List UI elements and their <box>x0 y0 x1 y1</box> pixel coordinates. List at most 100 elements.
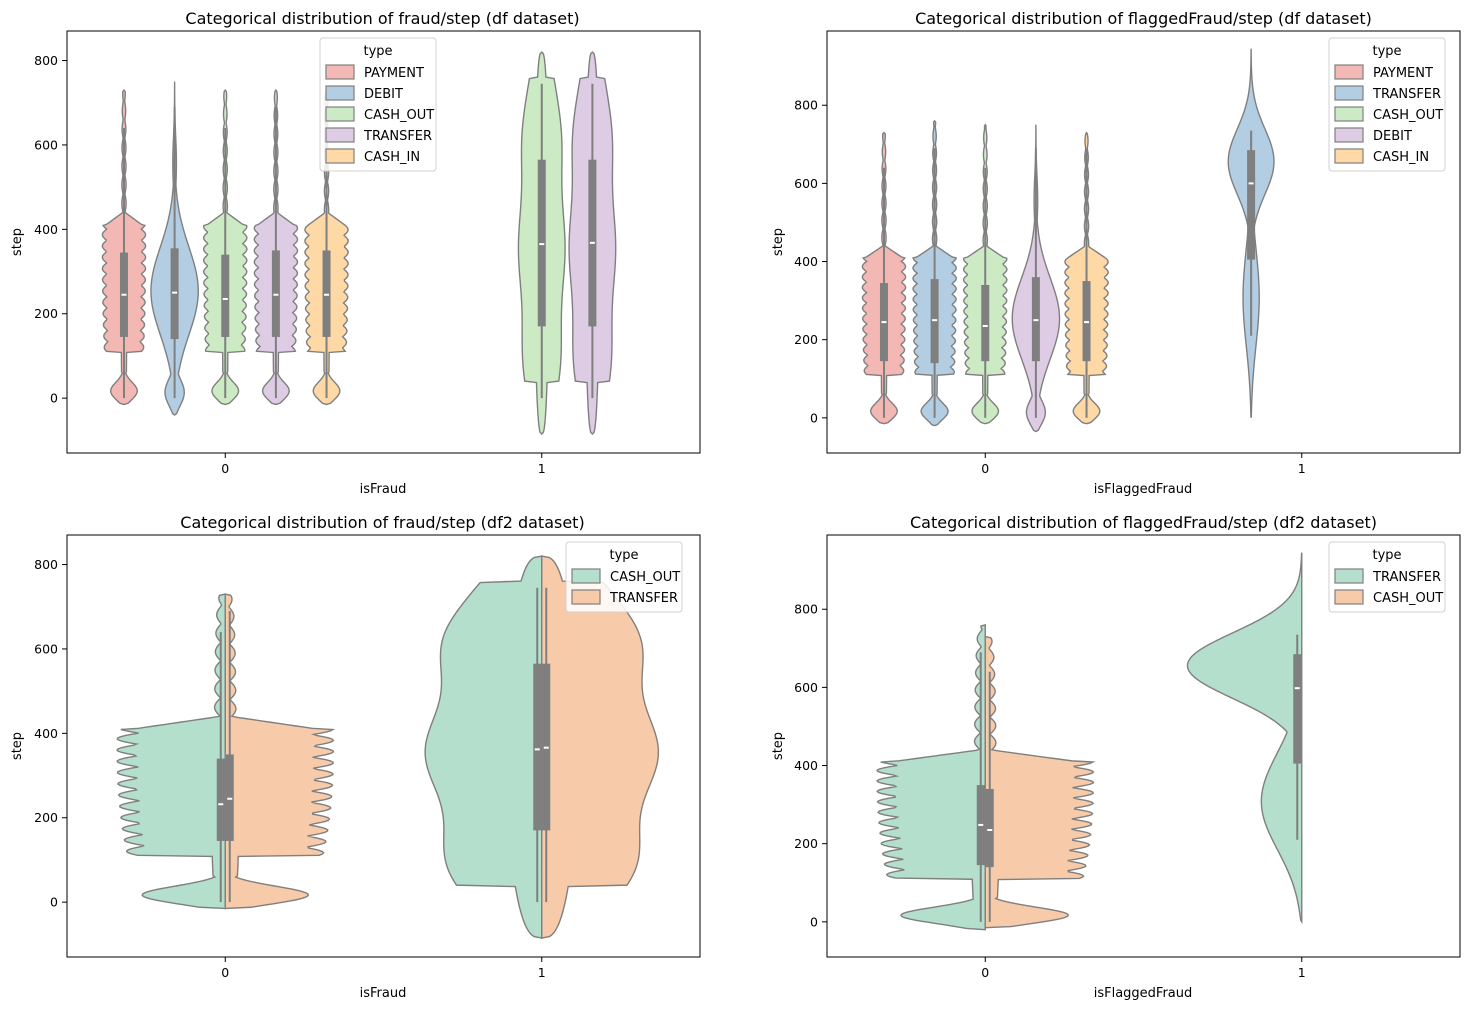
y-axis-label: step <box>771 228 786 256</box>
violin-cash-out-0 <box>984 635 1096 929</box>
legend-entry-label: PAYMENT <box>364 66 424 81</box>
y-tick-label: 400 <box>794 254 818 269</box>
legend-entry-label: CASH_IN <box>1373 150 1429 165</box>
legend: type PAYMENT DEBIT CASH_OUT TRANSFER CASH_IN <box>319 37 437 172</box>
x-axis-label: isFlaggedFraud <box>1094 482 1193 497</box>
iqr-box <box>533 663 542 831</box>
legend-entry-label: TRANSFER <box>1372 87 1441 102</box>
iqr-box <box>271 250 280 337</box>
y-tick-label: 800 <box>794 602 818 617</box>
y-axis-label: step <box>10 228 25 256</box>
iqr-box <box>981 284 990 362</box>
panel-flagged-df: Categorical distribution of flaggedFraud… <box>771 9 1461 497</box>
legend-title: type <box>1372 44 1401 59</box>
plot-frame <box>826 30 1461 454</box>
legend-entry-label: CASH_IN <box>364 150 420 165</box>
iqr-box <box>1247 150 1256 260</box>
legend-title: type <box>1372 548 1401 563</box>
y-tick-label: 0 <box>50 895 58 910</box>
x-axis-label: isFraud <box>360 986 407 1001</box>
y-tick-label: 600 <box>34 641 58 656</box>
legend-title: type <box>363 44 392 59</box>
violin-transfer-1 <box>1186 552 1303 925</box>
x-tick-label: 0 <box>221 965 229 980</box>
x-axis-label: isFraud <box>360 482 407 497</box>
legend-entry-label: TRANSFER <box>363 129 432 144</box>
chart-title: Categorical distribution of fraud/step (… <box>185 9 579 28</box>
y-tick-label: 200 <box>34 306 58 321</box>
plot-frame <box>66 534 701 958</box>
legend-entry-label: CASH_OUT <box>1373 591 1443 606</box>
violin-cash-out-0 <box>116 593 226 910</box>
legend-swatch <box>325 106 355 122</box>
legend-swatch <box>1334 127 1364 143</box>
legend-entry-label: TRANSFER <box>609 591 678 606</box>
y-tick-label: 0 <box>810 914 818 929</box>
y-tick-label: 600 <box>794 176 818 191</box>
legend-entry-label: CASH_OUT <box>1373 108 1443 123</box>
x-axis-label: isFlaggedFraud <box>1094 986 1193 1001</box>
y-tick-label: 800 <box>34 53 58 68</box>
violin-transfer-0 <box>224 593 336 910</box>
panel-fraud-df2: Categorical distribution of fraud/step (… <box>10 513 701 1001</box>
legend-swatch <box>571 568 601 584</box>
legend-swatch <box>1334 106 1364 122</box>
legend: type CASH_OUT TRANSFER <box>565 541 683 613</box>
x-tick-label: 0 <box>981 461 989 476</box>
chart-title: Categorical distribution of fraud/step (… <box>180 513 584 532</box>
legend-entry-label: DEBIT <box>1373 129 1412 144</box>
iqr-box <box>322 250 331 337</box>
legend-swatch <box>1334 568 1364 584</box>
x-tick-label: 0 <box>981 965 989 980</box>
legend-entry-label: PAYMENT <box>1373 66 1433 81</box>
legend-entry-label: TRANSFER <box>1372 570 1441 585</box>
y-tick-label: 200 <box>794 836 818 851</box>
y-axis-label: step <box>771 732 786 760</box>
y-tick-label: 0 <box>50 391 58 406</box>
x-tick-label: 1 <box>1298 461 1306 476</box>
y-tick-label: 800 <box>34 557 58 572</box>
y-tick-label: 400 <box>34 726 58 741</box>
legend-swatch <box>325 64 355 80</box>
iqr-box <box>225 754 234 841</box>
legend-swatch <box>325 85 355 101</box>
y-tick-label: 400 <box>34 222 58 237</box>
plot-frame <box>826 534 1461 958</box>
iqr-box <box>537 159 546 327</box>
x-tick-label: 1 <box>538 461 546 476</box>
plot-frame <box>66 30 701 454</box>
y-tick-label: 800 <box>794 98 818 113</box>
legend-swatch <box>571 589 601 605</box>
y-tick-label: 600 <box>34 137 58 152</box>
chart-title: Categorical distribution of flaggedFraud… <box>915 9 1372 28</box>
legend-swatch <box>325 127 355 143</box>
x-tick-label: 1 <box>1298 965 1306 980</box>
legend-title: type <box>609 548 638 563</box>
violin-transfer-1 <box>541 555 660 939</box>
iqr-box <box>170 248 179 340</box>
legend-entry-label: CASH_OUT <box>610 570 680 585</box>
iqr-box <box>216 758 225 841</box>
iqr-box <box>1293 654 1302 764</box>
chart-title: Categorical distribution of flaggedFraud… <box>910 513 1377 532</box>
legend-entry-label: DEBIT <box>364 87 403 102</box>
panel-fraud-df: Categorical distribution of fraud/step (… <box>10 9 701 497</box>
y-tick-label: 200 <box>34 810 58 825</box>
x-tick-label: 1 <box>538 965 546 980</box>
iqr-box <box>221 254 230 337</box>
y-tick-label: 200 <box>794 332 818 347</box>
y-tick-label: 0 <box>810 410 818 425</box>
y-axis-label: step <box>10 732 25 760</box>
legend: type PAYMENT TRANSFER CASH_OUT DEBIT CASH_IN <box>1328 37 1446 172</box>
y-tick-label: 400 <box>794 758 818 773</box>
legend-swatch <box>1334 148 1364 164</box>
legend-entry-label: CASH_OUT <box>364 108 434 123</box>
violin-cash-out-1 <box>424 555 543 939</box>
legend-swatch <box>1334 64 1364 80</box>
panel-flagged-df2: Categorical distribution of flaggedFraud… <box>771 513 1461 1001</box>
legend-swatch <box>325 148 355 164</box>
iqr-box <box>985 788 994 868</box>
legend: type TRANSFER CASH_OUT <box>1328 541 1446 613</box>
violin-transfer-0 <box>876 623 986 931</box>
